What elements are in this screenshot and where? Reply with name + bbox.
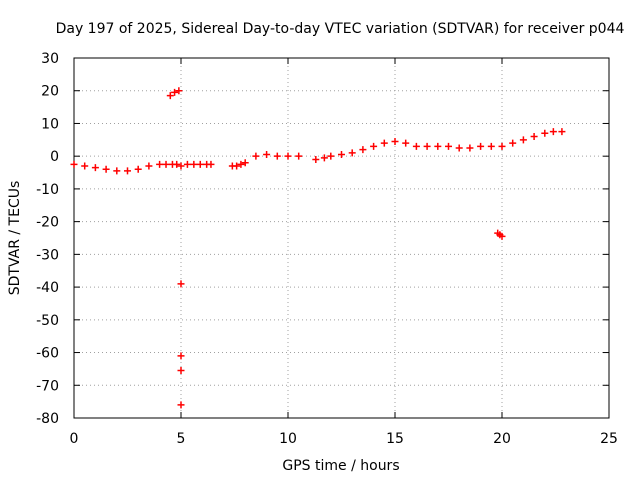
data-point (466, 144, 474, 152)
x-axis-label: GPS time / hours (282, 458, 399, 474)
data-point (102, 165, 110, 173)
data-point (156, 160, 164, 168)
y-tick-label: -80 (36, 411, 59, 427)
tick-layer (73, 57, 610, 419)
data-point (91, 164, 99, 172)
data-point (171, 88, 179, 96)
data-point (162, 160, 170, 168)
data-point (241, 159, 249, 167)
data-point (434, 142, 442, 150)
data-point (487, 142, 495, 150)
data-point (134, 165, 142, 173)
data-point (263, 151, 271, 159)
data-point (81, 162, 89, 170)
y-tick-label: 0 (50, 149, 59, 165)
x-tick-label: 20 (493, 431, 511, 447)
y-tick-label: -50 (36, 313, 59, 329)
y-axis-label: SDTVAR / TECUs (7, 181, 23, 296)
data-point (359, 146, 367, 154)
data-point (445, 142, 452, 150)
data-point (391, 137, 399, 145)
data-point (338, 151, 345, 159)
data-point (519, 136, 527, 144)
x-tick-label: 15 (386, 431, 404, 447)
data-point (237, 160, 245, 168)
data-point (190, 160, 198, 168)
data-point (370, 142, 378, 150)
data-point (70, 160, 78, 168)
series-points (70, 87, 566, 409)
data-point (558, 128, 566, 136)
data-point (284, 152, 292, 160)
data-point (177, 162, 185, 170)
data-point (175, 87, 183, 95)
data-point (295, 152, 303, 160)
data-point (312, 155, 320, 163)
data-point (348, 149, 356, 157)
data-point (412, 142, 420, 150)
x-tick-label: 10 (279, 431, 297, 447)
tick-labels: 0 5 10 15 20 25 30 20 10 0 -10 -20 -30 -40 -50 -60 -70 -8… (36, 51, 618, 447)
data-point (498, 142, 506, 150)
x-tick-label: 5 (177, 431, 186, 447)
data-point (177, 352, 185, 360)
chart-title: Day 197 of 2025, Sidereal Day-to-day VTE… (56, 21, 625, 37)
data-point (177, 367, 185, 375)
y-tick-label: 20 (41, 84, 59, 100)
data-point (124, 167, 131, 175)
data-points (70, 87, 566, 409)
data-point (183, 160, 191, 168)
data-point (177, 280, 185, 288)
data-point (173, 160, 181, 168)
data-point (273, 152, 281, 160)
data-point (233, 162, 241, 170)
data-point (177, 401, 185, 409)
data-point (166, 92, 174, 100)
data-point (549, 128, 557, 136)
data-point (207, 160, 215, 168)
y-tick-label: -20 (36, 215, 59, 231)
data-point (530, 133, 538, 141)
y-tick-label: 10 (41, 116, 59, 132)
data-point (509, 139, 517, 147)
data-point (113, 167, 121, 175)
data-point (196, 160, 204, 168)
y-tick-label: -30 (36, 247, 59, 263)
x-tick-label: 25 (600, 431, 618, 447)
data-point (145, 162, 153, 170)
y-tick-label: -40 (36, 280, 59, 296)
data-point (498, 232, 506, 240)
plot-frame (73, 57, 610, 419)
data-point (320, 154, 328, 162)
data-point (477, 142, 485, 150)
data-point (423, 142, 431, 150)
y-tick-label: -10 (36, 182, 59, 198)
data-point (327, 152, 335, 160)
data-point (402, 139, 410, 147)
data-point (380, 139, 388, 147)
y-tick-label: -60 (36, 346, 59, 362)
x-tick-label: 0 (70, 431, 79, 447)
data-point (455, 144, 463, 152)
grid-layer (73, 57, 610, 419)
data-point (541, 129, 549, 137)
y-tick-label: 30 (41, 51, 59, 67)
data-point (252, 152, 260, 160)
y-tick-label: -70 (36, 378, 59, 394)
